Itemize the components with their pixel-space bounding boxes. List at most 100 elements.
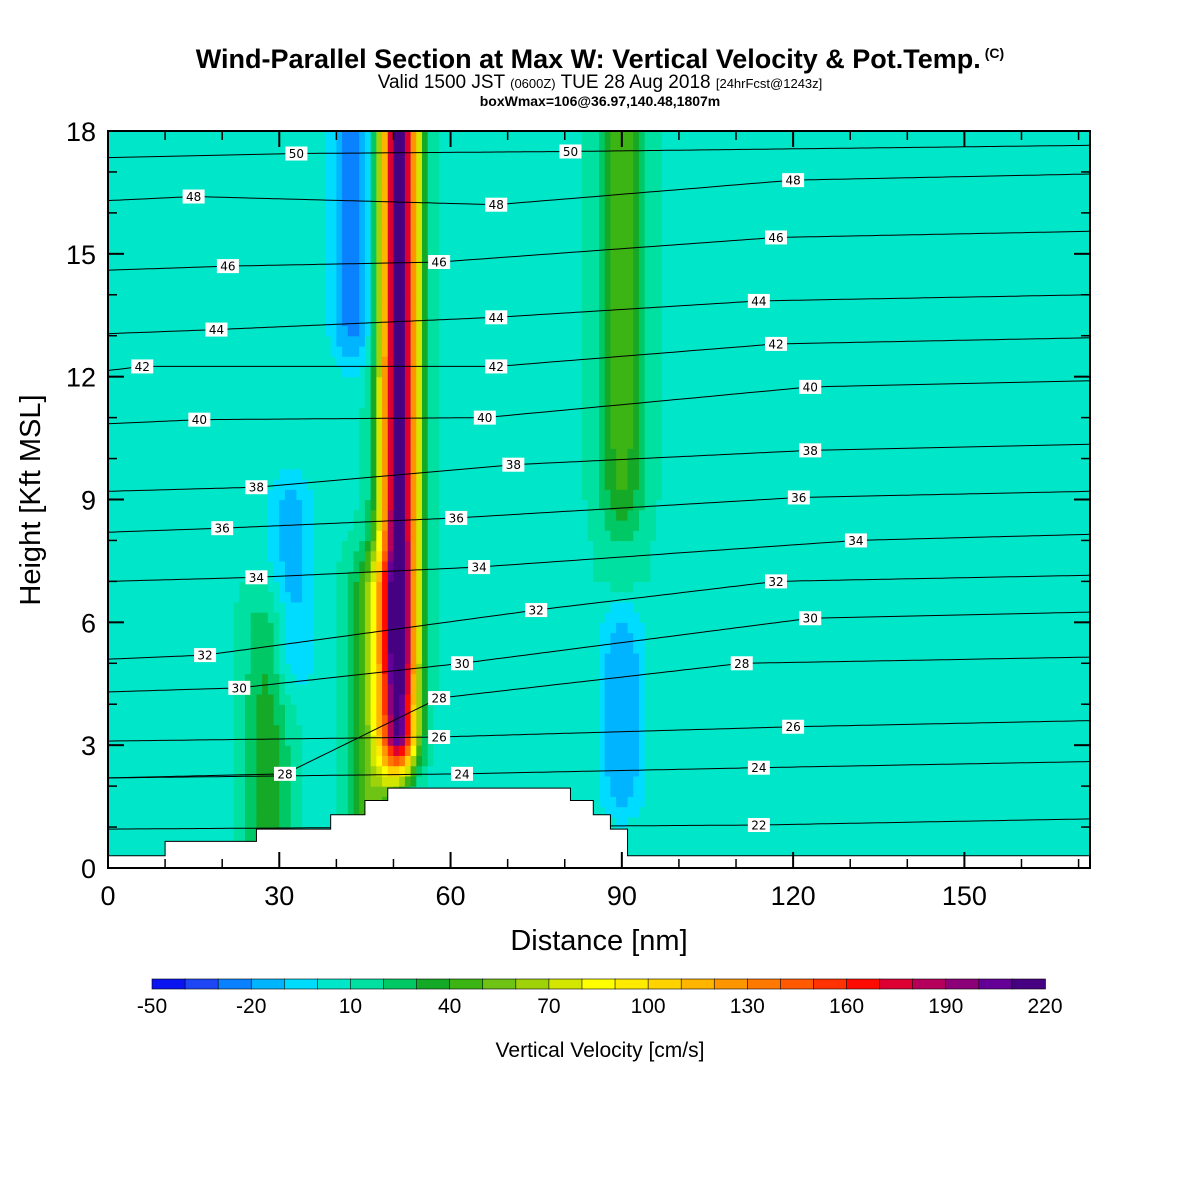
velocity-cell [216,571,223,582]
velocity-cell [370,632,377,644]
velocity-cell [359,693,366,705]
velocity-cell [399,499,406,511]
velocity-cell [284,192,292,204]
velocity-cell [461,489,469,501]
velocity-cell [313,786,320,797]
velocity-cell [467,571,474,582]
velocity-cell [444,233,452,245]
velocity-cell [222,509,229,521]
velocity-cell [416,131,423,142]
velocity-cell [336,683,343,695]
velocity-cell [399,612,406,623]
velocity-cell [467,141,474,153]
velocity-cell [416,724,423,736]
velocity-cell [136,202,143,214]
velocity-cell [136,837,143,849]
velocity-cell [142,786,149,797]
velocity-cell [404,366,412,378]
velocity-cell [182,560,189,572]
velocity-cell [256,182,263,194]
velocity-cell [427,755,435,767]
velocity-cell [370,397,377,408]
velocity-cell [130,806,138,818]
velocity-cell [473,540,480,552]
velocity-cell [125,479,132,490]
velocity-cell [427,468,435,480]
velocity-cell [170,581,178,593]
velocity-cell [227,294,235,306]
velocity-cell [113,192,121,204]
velocity-cell [159,765,166,777]
velocity-cell [467,345,474,357]
velocity-cell [147,284,155,296]
velocity-cell [187,786,195,797]
velocity-cell [159,305,166,316]
velocity-cell [193,356,200,368]
velocity-cell [147,325,155,337]
velocity-cell [147,775,155,787]
velocity-cell [393,335,400,347]
velocity-cell [227,601,235,613]
velocity-cell [182,438,189,449]
velocity-cell [336,407,343,419]
velocity-cell [370,386,377,398]
velocity-cell [222,212,229,224]
velocity-cell [222,223,229,234]
velocity-cell [410,212,417,224]
velocity-cell [193,786,200,797]
velocity-cell [130,161,138,173]
velocity-cell [210,233,218,245]
velocity-cell [233,693,240,705]
velocity-cell [364,632,372,644]
velocity-cell [125,131,132,142]
velocity-cell [113,284,121,296]
velocity-cell [444,673,452,685]
velocity-cell [187,284,195,296]
velocity-cell [153,786,160,797]
velocity-cell [376,550,383,562]
velocity-cell [147,581,155,593]
velocity-cell [210,264,218,275]
velocity-cell [450,601,457,613]
velocity-cell [199,315,206,327]
velocity-cell [302,673,309,685]
velocity-cell [119,489,126,501]
velocity-cell [353,775,360,787]
velocity-cell [233,560,240,572]
velocity-cell [170,131,178,142]
velocity-cell [165,601,172,613]
velocity-cell [353,796,360,808]
velocity-cell [113,356,121,368]
velocity-cell [170,407,178,419]
velocity-cell [245,315,252,327]
velocity-cell [216,581,223,593]
velocity-cell [473,479,480,490]
velocity-cell [467,233,474,245]
velocity-cell [324,745,332,757]
velocity-cell [479,642,486,654]
velocity-cell [410,192,417,204]
velocity-cell [319,141,326,153]
velocity-cell [393,233,400,245]
velocity-cell [496,663,503,675]
velocity-cell [262,264,269,275]
velocity-cell [416,642,423,654]
velocity-cell [439,141,446,153]
velocity-cell [199,550,206,562]
velocity-cell [353,509,360,521]
velocity-cell [450,223,457,234]
velocity-cell [290,745,298,757]
velocity-cell [147,714,155,726]
velocity-cell [262,243,269,255]
velocity-cell [410,407,417,419]
velocity-cell [302,571,309,582]
velocity-cell [479,755,486,767]
velocity-cell [199,724,206,736]
velocity-cell [182,141,189,153]
velocity-cell [170,386,178,398]
velocity-cell [330,151,337,163]
velocity-cell [324,417,332,429]
velocity-cell [387,632,395,644]
velocity-cell [370,438,377,449]
velocity-cell [324,223,332,234]
